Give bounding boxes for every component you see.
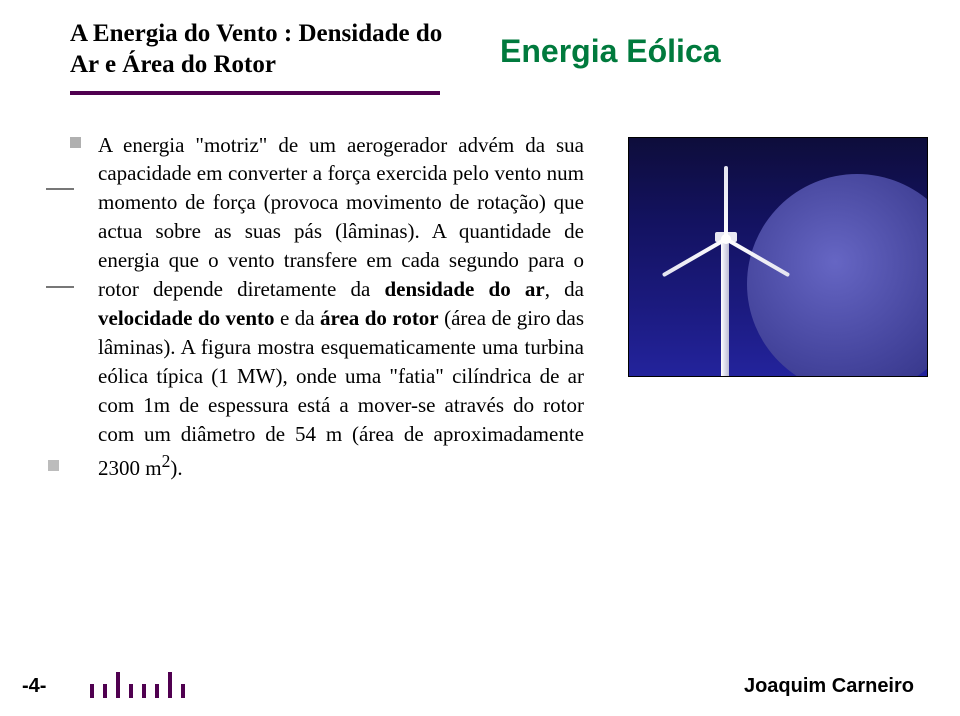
para-end: ). — [170, 456, 182, 480]
para-mid2: e da — [275, 306, 320, 330]
header-row: A Energia do Vento : Densidade do Ar e Á… — [0, 0, 960, 81]
figure-column — [628, 137, 928, 377]
tick-mark — [155, 684, 159, 698]
bold-density: densidade do ar — [384, 277, 544, 301]
turbine-blade-icon — [724, 166, 728, 241]
para-mid1: , da — [545, 277, 584, 301]
bullet-square — [70, 137, 81, 148]
air-disc-icon — [747, 174, 928, 377]
dash-mark — [46, 188, 74, 190]
turbine-hub-icon — [721, 234, 731, 244]
tick-mark — [103, 684, 107, 698]
turbine-figure — [628, 137, 928, 377]
side-square-mark — [48, 460, 59, 471]
turbine-tower-icon — [721, 236, 729, 376]
tick-mark — [90, 684, 94, 698]
tick-mark — [129, 684, 133, 698]
bold-area: área do rotor — [320, 306, 439, 330]
footer-tick-marks — [90, 672, 185, 698]
footer: -4- Joaquim Carneiro — [0, 672, 960, 698]
turbine-blade-icon — [662, 236, 729, 277]
body-text: A energia "motriz" de um aerogerador adv… — [98, 131, 618, 484]
author-name: Joaquim Carneiro — [744, 675, 914, 698]
side-dash-marks — [46, 188, 74, 288]
tick-mark — [116, 672, 120, 698]
tick-mark — [142, 684, 146, 698]
dash-mark — [46, 286, 74, 288]
left-title-block: A Energia do Vento : Densidade do Ar e Á… — [70, 18, 450, 81]
tick-mark — [181, 684, 185, 698]
tick-mark — [168, 672, 172, 698]
section-title: Energia Eólica — [500, 33, 721, 70]
bullet-column — [70, 131, 98, 256]
page-number: -4- — [22, 675, 46, 698]
slide-title: A Energia do Vento : Densidade do Ar e Á… — [70, 18, 450, 81]
para-post: (área de giro das lâminas). A figura mos… — [98, 306, 584, 480]
bold-velocity: velocidade do vento — [98, 306, 275, 330]
body-row: A energia "motriz" de um aerogerador adv… — [0, 95, 960, 484]
